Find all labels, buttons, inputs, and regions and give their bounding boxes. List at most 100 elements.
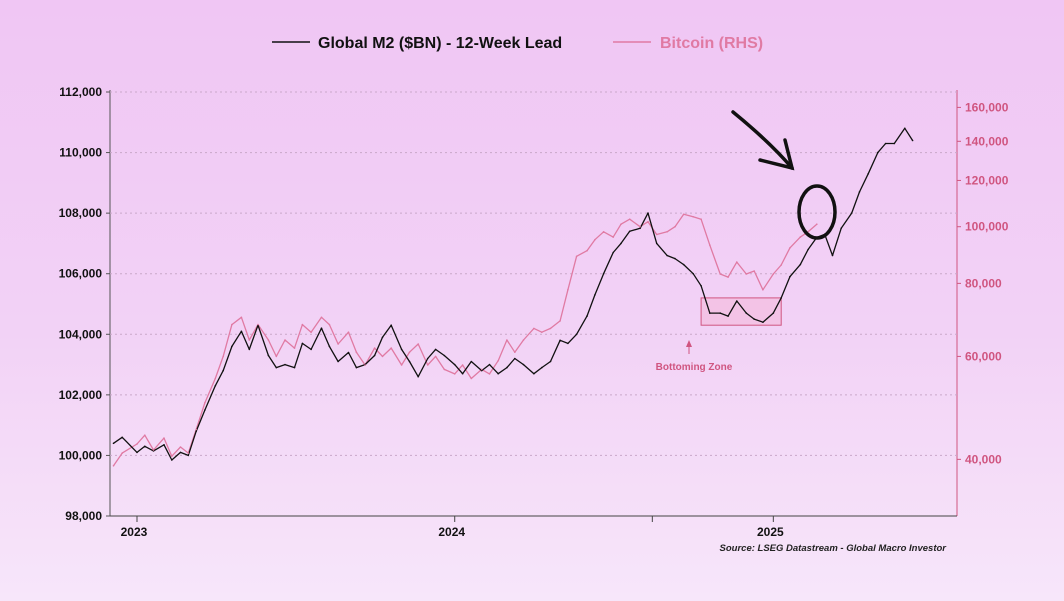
m2-data-point: [121, 436, 123, 439]
bitcoin-data-point: [214, 377, 217, 380]
global-m2-line: [113, 127, 914, 461]
m2-data-point: [533, 372, 535, 375]
bitcoin-data-point: [674, 225, 676, 228]
m2-data-point: [461, 372, 464, 375]
bottoming-zone-box: [700, 297, 782, 326]
bitcoin-data-point: [187, 452, 190, 454]
m2-data-point: [453, 363, 456, 366]
m2-data-point: [893, 142, 896, 145]
m2-data-point: [549, 360, 552, 363]
bitcoin-data-point: [541, 331, 543, 334]
right-tick-label: 40,000: [965, 452, 1002, 466]
m2-data-point: [497, 372, 500, 375]
bitcoin-data-point: [443, 368, 446, 371]
bitcoin-data-point: [655, 233, 658, 236]
m2-data-point: [831, 254, 834, 257]
m2-data-point: [719, 312, 721, 314]
m2-data-point: [620, 242, 622, 245]
bottoming-zone-arrow: [686, 340, 692, 354]
bitcoin-data-point: [284, 339, 286, 341]
bitcoin-data-point: [240, 316, 243, 319]
bitcoin-data-point: [381, 355, 384, 358]
m2-data-point: [541, 366, 543, 369]
m2-data-point: [586, 315, 588, 317]
right-tick-label: 80,000: [965, 276, 1002, 290]
bitcoin-data-point: [506, 339, 508, 341]
m2-data-point: [426, 357, 429, 360]
m2-data-point: [195, 430, 197, 433]
m2-data-point: [858, 191, 861, 193]
m2-data-point: [655, 242, 658, 245]
m2-data-point: [709, 312, 711, 314]
m2-data-point: [772, 312, 775, 314]
bitcoin-data-point: [639, 225, 641, 228]
m2-data-point: [567, 342, 569, 345]
legend: Global M2 ($BN) - 12-Week Lead Bitcoin (…: [272, 35, 763, 52]
left-axis: 98,000 100,000 102,000 104,000 106,000 108,00…: [59, 85, 110, 523]
m2-data-point: [762, 321, 764, 324]
gridlines: [110, 91, 957, 456]
m2-data-point: [443, 354, 446, 357]
m2-data-point: [187, 454, 190, 457]
bitcoin-data-point: [112, 465, 115, 467]
m2-data-point: [575, 333, 578, 336]
m2-data-point: [417, 375, 420, 378]
m2-data-point: [780, 297, 782, 299]
m2-data-point: [310, 348, 312, 351]
m2-data-point: [337, 360, 339, 363]
m2-data-point: [692, 272, 694, 275]
m2-data-point: [867, 173, 869, 175]
bitcoin-data-point: [171, 455, 173, 458]
legend-btc-label: Bitcoin (RHS): [660, 35, 763, 52]
bitcoin-points: [112, 213, 818, 467]
left-tick-label: 102,000: [59, 388, 103, 402]
bitcoin-data-point: [682, 213, 685, 216]
bottoming-zone-label: Bottoming Zone: [656, 362, 733, 373]
bitcoin-data-point: [347, 331, 350, 334]
m2-data-point: [240, 330, 243, 333]
m2-data-point: [400, 348, 403, 351]
bitcoin-data-point: [594, 238, 596, 241]
m2-data-point: [408, 360, 411, 363]
right-axis: 40,000 60,000 80,000 100,000 120,000 140,000 1…: [957, 100, 1009, 466]
right-tick-label: 120,000: [965, 173, 1009, 187]
bitcoin-data-point: [310, 331, 312, 334]
bitcoin-data-point: [799, 236, 802, 238]
bitcoin-data-point: [753, 270, 755, 272]
bitcoin-data-point: [780, 264, 782, 266]
bitcoin-data-point: [453, 373, 456, 375]
bitcoin-data-point: [390, 347, 393, 349]
m2-data-point: [112, 442, 115, 445]
m2-data-point: [850, 212, 853, 214]
bitcoin-data-point: [488, 373, 491, 375]
bitcoin-line: [112, 213, 818, 467]
bitcoin-data-point: [745, 273, 748, 275]
bitcoin-data-point: [355, 351, 358, 354]
m2-data-point: [373, 354, 376, 357]
bitcoin-data-point: [121, 452, 123, 454]
m2-data-point: [628, 230, 631, 233]
bitcoin-data-point: [400, 364, 403, 366]
bitcoin-data-point: [231, 323, 233, 326]
m2-data-point: [904, 127, 906, 130]
m2-data-point: [789, 275, 791, 278]
m2-data-point: [214, 385, 217, 387]
plot-area: [109, 90, 958, 517]
source-note: Source: LSEG Datastream - Global Macro I…: [720, 543, 948, 554]
m2-data-point: [736, 300, 738, 302]
bitcoin-data-point: [816, 223, 818, 225]
m2-data-point: [355, 366, 358, 369]
bitcoin-data-point: [647, 220, 649, 223]
m2-data-point: [745, 312, 748, 314]
right-tick-label: 140,000: [965, 134, 1009, 148]
m2-data-point: [753, 318, 755, 320]
bitcoin-data-point: [628, 218, 631, 220]
m2-data-point: [700, 285, 702, 287]
bitcoin-data-point: [789, 247, 791, 249]
m2-data-point: [674, 257, 676, 260]
m2-data-point: [506, 366, 508, 369]
bitcoin-data-point: [257, 323, 259, 326]
hand-drawn-arrow: [731, 110, 795, 171]
bitcoin-data-point: [152, 449, 155, 451]
bitcoin-data-point: [612, 236, 614, 238]
